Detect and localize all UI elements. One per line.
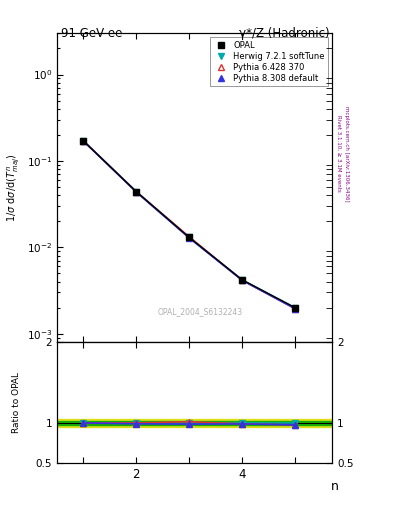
Pythia 6.428 370 [134, 188, 139, 195]
Herwig 7.2.1 softTune [81, 138, 86, 144]
Pythia 8.308 default [240, 277, 244, 283]
Pythia 6.428 370 [187, 234, 192, 240]
Pythia 6.428 370 [81, 138, 86, 144]
Pythia 8.308 default [81, 138, 86, 144]
Herwig 7.2.1 softTune [187, 234, 192, 241]
Text: γ*/Z (Hadronic): γ*/Z (Hadronic) [239, 27, 330, 39]
Pythia 8.308 default [187, 235, 192, 241]
Y-axis label: 1/$\sigma$ d$\sigma$/d($T^n_{maj}$): 1/$\sigma$ d$\sigma$/d($T^n_{maj}$) [5, 154, 21, 222]
Pythia 8.308 default [134, 189, 139, 195]
OPAL [81, 138, 86, 144]
Pythia 6.428 370 [240, 277, 244, 283]
OPAL [293, 305, 298, 311]
Text: OPAL_2004_S6132243: OPAL_2004_S6132243 [158, 307, 242, 316]
Text: mcplots.cern.ch [arXiv:1306.3436]: mcplots.cern.ch [arXiv:1306.3436] [344, 106, 349, 201]
OPAL [187, 234, 192, 241]
Line: OPAL: OPAL [80, 138, 298, 311]
OPAL [134, 188, 139, 195]
OPAL [240, 277, 244, 283]
Legend: OPAL, Herwig 7.2.1 softTune, Pythia 6.428 370, Pythia 8.308 default: OPAL, Herwig 7.2.1 softTune, Pythia 6.42… [210, 37, 328, 87]
X-axis label: n: n [331, 480, 339, 494]
Line: Herwig 7.2.1 softTune: Herwig 7.2.1 softTune [80, 138, 298, 311]
Line: Pythia 6.428 370: Pythia 6.428 370 [80, 138, 298, 312]
Pythia 8.308 default [293, 306, 298, 312]
Bar [57, 419, 332, 427]
Herwig 7.2.1 softTune [134, 188, 139, 195]
Pythia 6.428 370 [293, 306, 298, 312]
Line: Pythia 8.308 default: Pythia 8.308 default [80, 138, 298, 312]
Herwig 7.2.1 softTune [240, 277, 244, 283]
Y-axis label: Ratio to OPAL: Ratio to OPAL [12, 372, 21, 433]
Text: 91 GeV ee: 91 GeV ee [61, 27, 122, 39]
Herwig 7.2.1 softTune [293, 305, 298, 311]
Bar [57, 421, 332, 424]
Text: Rivet 3.1.10, ≥ 3.1M events: Rivet 3.1.10, ≥ 3.1M events [336, 115, 341, 192]
